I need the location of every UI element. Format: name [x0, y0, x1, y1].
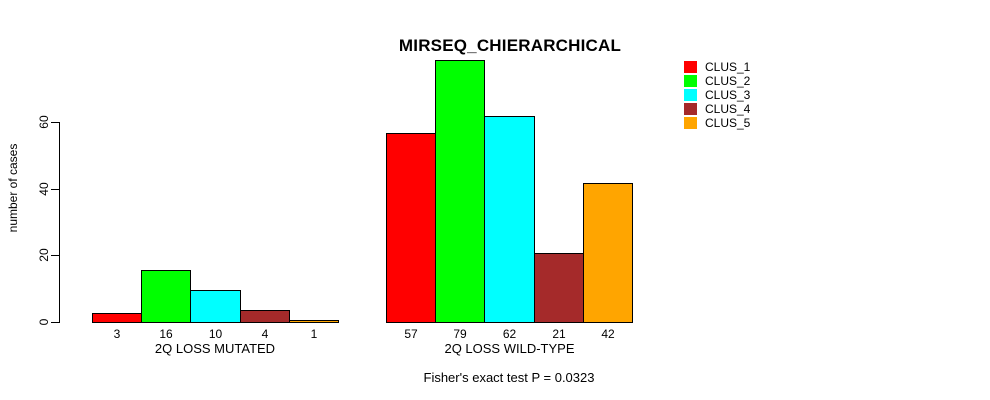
legend-swatch-icon	[684, 75, 697, 87]
bar-clus_3-group2	[484, 116, 535, 323]
bar-value-label: 57	[404, 327, 418, 341]
y-axis-tick-label: 60	[37, 115, 51, 129]
legend-item-clus_5: CLUS_5	[684, 117, 750, 129]
legend-label: CLUS_4	[705, 102, 751, 116]
bar-value-label: 1	[310, 327, 318, 341]
bar-clus_3-group1	[190, 290, 241, 323]
fisher-test-caption: Fisher's exact test P = 0.0323	[423, 370, 595, 385]
legend-swatch-icon	[684, 61, 697, 73]
y-axis-tick	[51, 122, 59, 123]
bar-value-label: 16	[159, 327, 173, 341]
legend-item-clus_3: CLUS_3	[684, 89, 750, 101]
legend-item-clus_1: CLUS_1	[684, 61, 750, 73]
bar-clus_5-group1	[289, 320, 339, 323]
chart-title: MIRSEQ_CHIERARCHICAL	[398, 36, 622, 55]
bar-clus_1-group1	[92, 313, 142, 323]
bar-value-label: 79	[453, 327, 467, 341]
bar-clus_4-group1	[240, 310, 290, 323]
y-axis-tick-label: 0	[37, 318, 51, 326]
legend-item-clus_2: CLUS_2	[684, 75, 750, 87]
bar-value-label: 3	[113, 327, 121, 341]
bar-value-label: 62	[502, 327, 517, 341]
bar-clus_2-group1	[141, 270, 191, 323]
x-group-label-wild-type: 2Q LOSS WILD-TYPE	[444, 340, 575, 356]
legend-label: CLUS_2	[705, 74, 751, 88]
bar-value-label: 21	[552, 327, 566, 341]
bar-value-label: 4	[261, 327, 269, 341]
bar-value-label: 10	[208, 327, 223, 341]
legend-label: CLUS_3	[705, 88, 751, 102]
chart-legend: CLUS_1 CLUS_2 CLUS_3 CLUS_4 CLUS_5	[684, 61, 750, 129]
bar-clus_2-group2	[435, 60, 485, 323]
legend-label: CLUS_5	[705, 116, 751, 130]
bar-clus_1-group2	[386, 133, 436, 323]
legend-label: CLUS_1	[705, 60, 751, 74]
legend-item-clus_4: CLUS_4	[684, 103, 750, 115]
bar-clus_4-group2	[534, 253, 584, 323]
x-group-label-mutated: 2Q LOSS MUTATED	[154, 340, 276, 356]
y-axis-line	[59, 122, 60, 323]
y-axis-tick	[51, 189, 59, 190]
bar-clus_5-group2	[583, 183, 633, 323]
y-axis-tick-label: 40	[37, 182, 51, 196]
y-axis-tick	[51, 255, 59, 256]
bar-value-label: 42	[601, 327, 615, 341]
legend-swatch-icon	[684, 89, 697, 101]
legend-swatch-icon	[684, 117, 697, 129]
y-axis-tick-label: 20	[37, 248, 51, 262]
y-axis-label: number of cases	[6, 143, 20, 233]
legend-swatch-icon	[684, 103, 697, 115]
y-axis-tick	[51, 322, 59, 323]
